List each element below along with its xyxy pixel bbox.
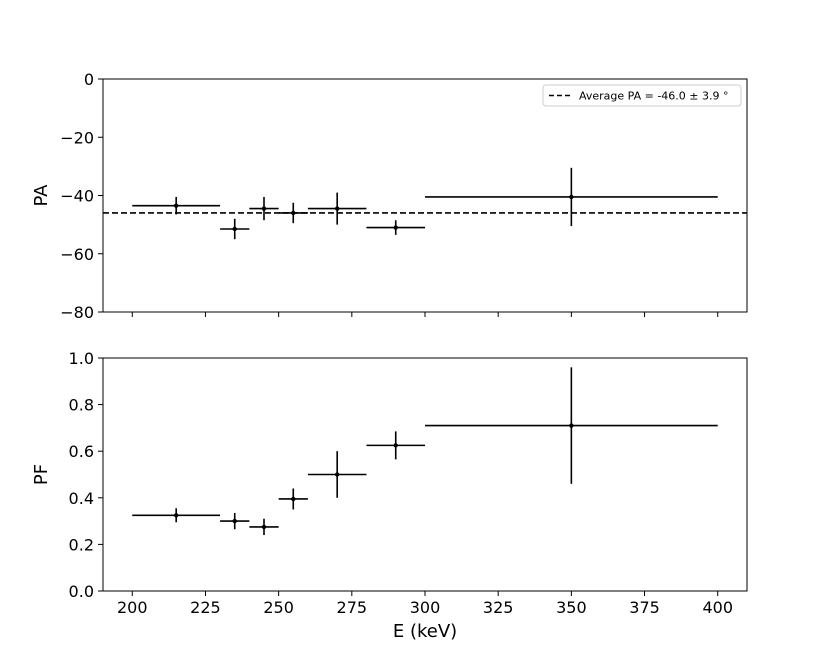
pf-x-ticks: 200 225 250 275 300 325 350 375 400 [117, 591, 733, 617]
data-point [393, 443, 398, 448]
legend-box [542, 84, 742, 107]
data-point [261, 206, 267, 211]
pa-panel: 0 −20 −40 −60 −80 PA Average PA = -46.0 ± 3.… [31, 70, 748, 322]
x-tick-label: 300 [410, 598, 441, 617]
y-tick-label: −20 [60, 128, 94, 147]
data-point [569, 194, 574, 200]
data-point [232, 518, 237, 524]
y-tick-label: −40 [60, 187, 94, 206]
data-point [232, 226, 237, 232]
data-point [569, 423, 574, 428]
pa-y-ticks: 0 −20 −40 −60 −80 [60, 70, 103, 322]
y-tick-label: −80 [60, 303, 94, 322]
x-tick-label: 275 [337, 598, 368, 617]
x-axis-label: E (keV) [393, 621, 457, 642]
pa-y-axis-label: PA [31, 184, 52, 207]
x-tick-label: 350 [556, 598, 587, 617]
x-tick-label: 325 [483, 598, 514, 617]
x-tick-label: 375 [629, 598, 660, 617]
y-tick-label: 0.4 [69, 489, 94, 508]
pa-x-ticks [131, 312, 719, 317]
pf-y-axis-label: PF [31, 464, 52, 485]
data-point [173, 203, 179, 208]
pa-error-bars [132, 167, 718, 240]
data-point [334, 206, 340, 211]
data-point [173, 513, 179, 518]
pf-error-bars [132, 367, 718, 536]
x-tick-label: 250 [263, 598, 294, 617]
y-tick-label: −60 [60, 245, 94, 264]
data-point [334, 472, 340, 477]
y-tick-label: 1.0 [69, 349, 94, 368]
y-tick-label: 0 [84, 70, 94, 89]
legend: Average PA = -46.0 ± 3.9 ° [542, 84, 742, 107]
data-point [291, 496, 296, 502]
y-tick-label: 0.0 [69, 582, 94, 601]
legend-label: Average PA = -46.0 ± 3.9 ° [579, 90, 729, 103]
data-point [261, 524, 267, 530]
x-tick-label: 400 [702, 598, 733, 617]
y-tick-label: 0.8 [69, 396, 94, 415]
y-tick-label: 0.6 [69, 442, 94, 461]
x-tick-label: 200 [117, 598, 148, 617]
pf-y-ticks: 0.0 0.2 0.4 0.6 0.8 1.0 [69, 349, 103, 601]
x-tick-label: 225 [190, 598, 221, 617]
pf-panel: 0.0 0.2 0.4 0.6 0.8 1.0 200 225 250 275 300 325 350… [31, 349, 748, 642]
y-tick-label: 0.2 [69, 535, 94, 554]
data-point [393, 225, 398, 230]
